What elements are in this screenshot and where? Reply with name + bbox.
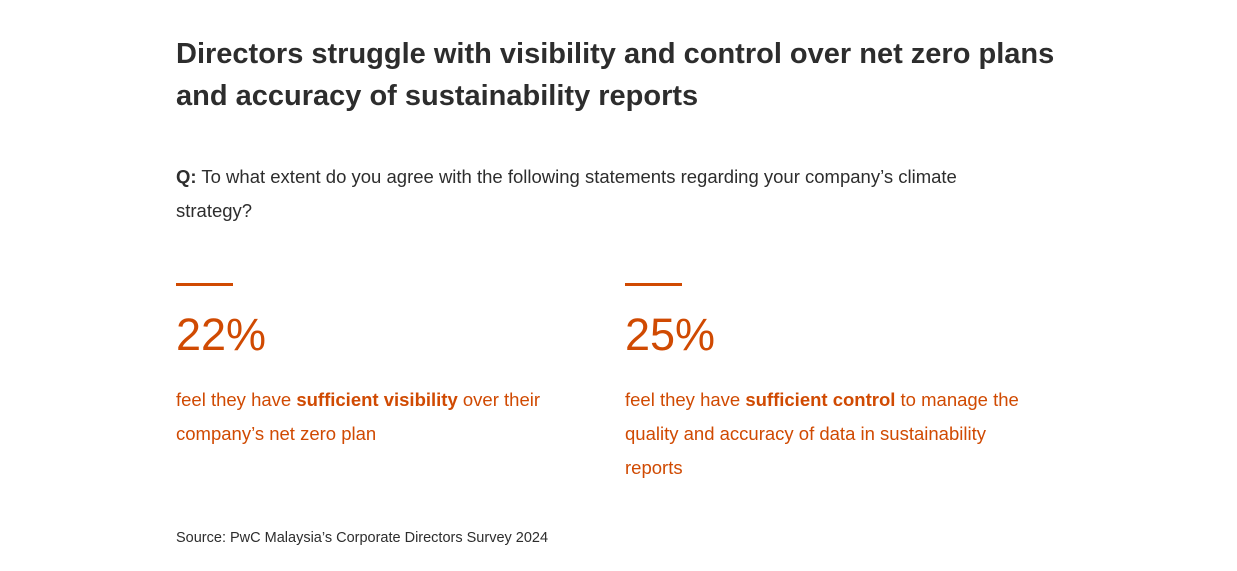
page-title: Directors struggle with visibility and c… bbox=[176, 38, 1055, 112]
question-prefix: Q: bbox=[176, 166, 197, 187]
question-text: To what extent do you agree with the fol… bbox=[176, 166, 957, 221]
accent-divider bbox=[625, 283, 682, 286]
stat-value: 25% bbox=[625, 309, 716, 360]
stat-visibility: 22% feel they have sufficient visibility… bbox=[176, 283, 596, 451]
stat-control: 25% feel they have sufficient control to… bbox=[625, 283, 1045, 485]
stat-value: 22% bbox=[176, 309, 267, 360]
desc-emphasis: sufficient control bbox=[745, 389, 896, 410]
desc-emphasis: sufficient visibility bbox=[296, 389, 458, 410]
desc-text: over their company’s net zero plan bbox=[176, 389, 541, 444]
stat-description: feel they have sufficient control to man… bbox=[625, 383, 1045, 485]
stat-description: feel they have sufficient visibility ove… bbox=[176, 383, 596, 451]
desc-text: feel they have bbox=[625, 389, 746, 410]
desc-text: to manage the quality and accuracy of da… bbox=[625, 389, 1019, 478]
survey-question: Q: To what extent do you agree with the … bbox=[176, 160, 996, 228]
source-note: Source: PwC Malaysia’s Corporate Directo… bbox=[176, 530, 549, 546]
accent-divider bbox=[176, 283, 233, 286]
desc-text: feel they have bbox=[176, 389, 297, 410]
